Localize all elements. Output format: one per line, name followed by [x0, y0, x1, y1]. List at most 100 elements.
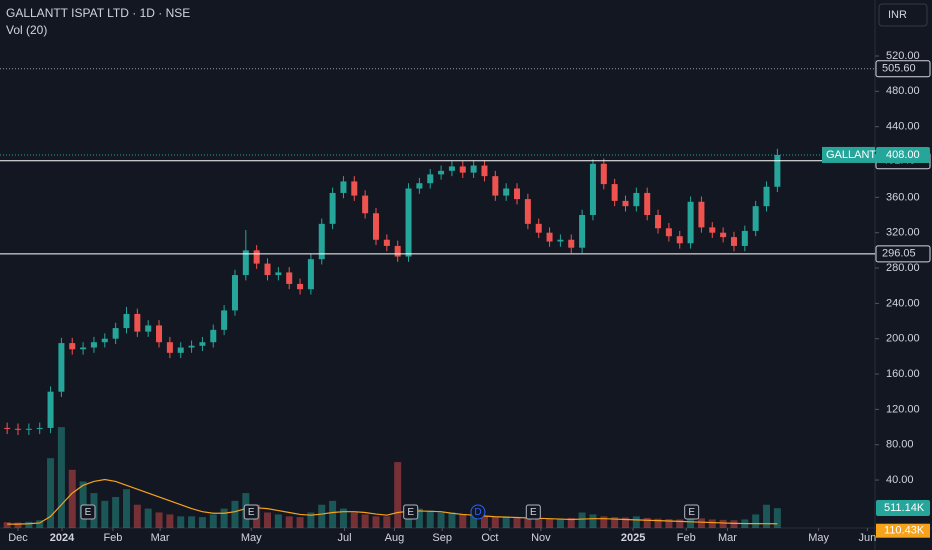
x-tick-label: Mar	[718, 532, 737, 544]
event-label: E	[407, 507, 414, 518]
volume-bar	[763, 504, 771, 528]
volume-bar	[600, 516, 608, 528]
volume-bar	[611, 517, 619, 528]
y-tick-label: 80.00	[886, 439, 914, 451]
candle-body	[741, 230, 748, 246]
candle-body	[69, 343, 76, 350]
volume-bar	[122, 489, 130, 528]
volume-bar	[567, 517, 575, 528]
x-tick-label: Dec	[8, 532, 28, 544]
candle-body	[329, 192, 336, 224]
volume-bar	[621, 517, 629, 528]
candle-body	[514, 188, 521, 200]
volume-bar	[209, 514, 217, 528]
candle-body	[698, 201, 705, 228]
volume-bar	[578, 512, 586, 528]
candle-body	[80, 347, 87, 350]
candle-body	[524, 199, 531, 224]
volume-bar	[133, 504, 141, 528]
last-name-tag	[822, 146, 875, 163]
candle-body	[47, 391, 54, 428]
candle-body	[307, 259, 314, 290]
volume-bar	[665, 519, 673, 528]
volume-bar	[329, 500, 337, 528]
volume-bar	[546, 518, 554, 528]
candle-body	[177, 347, 184, 353]
candle-body	[36, 427, 43, 429]
event-marker[interactable]	[684, 504, 700, 520]
currency-box[interactable]	[878, 3, 928, 27]
volume-bar	[264, 512, 272, 528]
y-tick-label: 200.00	[886, 333, 920, 345]
candle-body	[676, 236, 683, 244]
volume-bar	[654, 518, 662, 528]
candle-body	[459, 166, 466, 173]
candle-body	[665, 228, 672, 237]
level-tag	[875, 60, 931, 78]
candle-body	[188, 345, 195, 348]
candle-body	[253, 250, 260, 264]
volume-bar	[198, 517, 206, 528]
candle-body	[383, 239, 390, 246]
candle-body	[275, 272, 282, 276]
x-tick-label: 2024	[50, 532, 75, 544]
level-label: 505.60	[882, 63, 916, 75]
candle-body	[492, 176, 499, 196]
event-label: E	[530, 507, 537, 518]
candle-body	[372, 213, 379, 240]
y-tick-label: 480.00	[886, 85, 920, 97]
volume-bar	[307, 512, 315, 528]
ma-label: 110.43K	[884, 525, 925, 537]
volume-bar	[502, 516, 510, 528]
x-tick-label: Jun	[859, 532, 877, 544]
candle-body	[579, 215, 586, 248]
candle-body	[427, 174, 434, 184]
event-marker[interactable]	[525, 504, 541, 520]
volume-bar	[708, 519, 716, 528]
event-marker[interactable]	[403, 504, 419, 520]
volume-bar	[448, 512, 456, 528]
x-tick-label: Jul	[338, 532, 352, 544]
candle-body	[503, 188, 510, 196]
candle-body	[405, 188, 412, 257]
candle-body	[730, 237, 737, 246]
volume-bar	[773, 508, 781, 528]
candle-body	[709, 227, 716, 233]
event-label: D	[474, 507, 481, 518]
candle-body	[199, 342, 206, 346]
currency[interactable]: INR	[888, 9, 907, 21]
volume-bar	[394, 462, 402, 528]
event-marker[interactable]	[243, 504, 259, 520]
volume-bar	[144, 508, 152, 528]
y-tick-label: 160.00	[886, 368, 920, 380]
event-marker[interactable]	[470, 504, 486, 520]
candle-body	[633, 192, 640, 207]
x-tick-label: Nov	[531, 532, 551, 544]
candle-body	[720, 232, 727, 238]
candle-body	[4, 427, 11, 429]
candle-body	[763, 186, 770, 207]
candle-body	[58, 343, 65, 392]
volume-bar	[535, 518, 543, 528]
volume-bar	[285, 516, 293, 528]
volume-tag	[876, 500, 930, 516]
candle-body	[286, 272, 293, 284]
volume-bar	[296, 517, 304, 528]
candle-body	[394, 245, 401, 257]
candle-body	[210, 329, 217, 343]
volume-bar	[426, 510, 434, 528]
candle-body	[600, 163, 607, 185]
volume-bar	[513, 517, 521, 528]
volume-bar	[274, 514, 282, 528]
volume-bar	[372, 516, 380, 528]
volume-bar	[415, 508, 423, 528]
event-label: E	[248, 507, 255, 518]
volume-bar	[188, 516, 196, 528]
volume-bar	[470, 514, 478, 528]
volume-bar	[730, 520, 738, 528]
event-marker[interactable]	[80, 504, 96, 520]
candle-body	[416, 183, 423, 189]
candle-body	[318, 223, 325, 260]
volume-bar	[350, 512, 358, 528]
volume-bar	[155, 512, 163, 528]
